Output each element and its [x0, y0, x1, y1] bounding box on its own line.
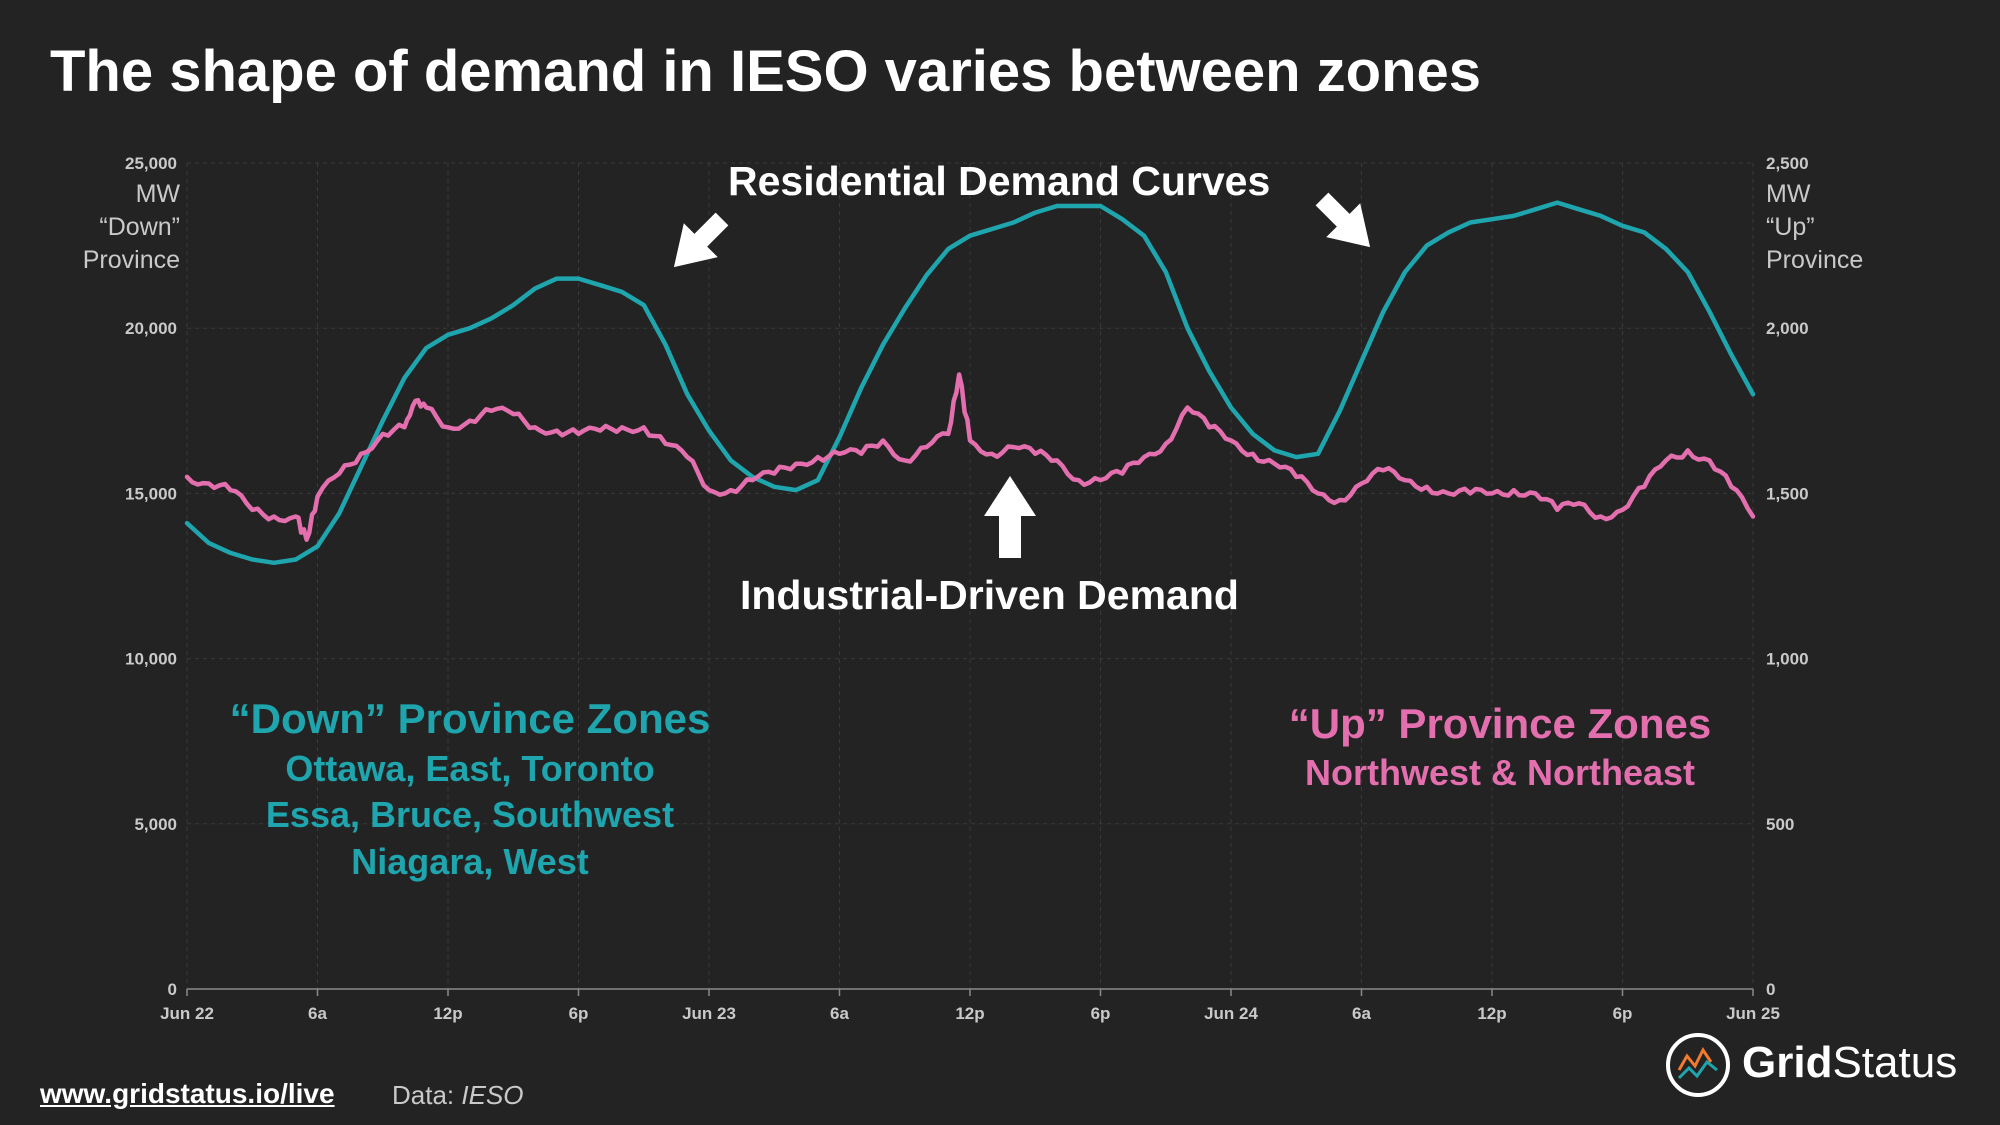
x-tick-label: 12p	[1477, 1004, 1506, 1023]
y-left-tick-label: 15,000	[125, 484, 177, 503]
y-left-tick-label: 0	[168, 980, 177, 999]
left-axis-unit-line: Province	[82, 246, 180, 274]
gridstatus-live-link[interactable]: www.gridstatus.io/live	[40, 1078, 335, 1109]
series-lines	[184, 200, 1756, 566]
page-title: The shape of demand in IESO varies betwe…	[50, 39, 1482, 104]
gridstatus-logo-icon	[1666, 1033, 1730, 1097]
y-right-tick-label: 2,500	[1766, 154, 1809, 173]
residential-annotation: Residential Demand Curves	[728, 158, 1271, 204]
y-left-tick-label: 10,000	[125, 650, 177, 669]
y-left-tick-label: 20,000	[125, 319, 177, 338]
x-tick-label: 6p	[1091, 1004, 1111, 1023]
series-line-down-province	[184, 200, 1756, 566]
down-zones-line: Essa, Bruce, Southwest	[265, 794, 675, 835]
right-axis-unit: MW “Up” Province	[1766, 178, 1863, 277]
up-zones-line: Northwest & Northeast	[1304, 752, 1696, 793]
x-tick-label: 12p	[955, 1004, 984, 1023]
y-right-tick-label: 0	[1766, 980, 1775, 999]
arrow-industrial	[984, 476, 1036, 558]
x-tick-label: 6a	[308, 1004, 327, 1023]
x-tick-label: Jun 22	[160, 1004, 214, 1023]
series-line-up-province	[184, 372, 1756, 542]
x-tick-label: 6a	[830, 1004, 849, 1023]
x-tick-label: 6p	[1613, 1004, 1633, 1023]
y-left-tick-label: 25,000	[125, 154, 177, 173]
right-axis-unit-line: Province	[1766, 246, 1864, 274]
left-axis-unit-line: MW	[135, 180, 180, 208]
y-right-tick-label: 500	[1766, 815, 1794, 834]
x-tick-label: Jun 23	[682, 1004, 736, 1023]
data-source-label: Data:	[392, 1080, 455, 1110]
x-tick-label: 6p	[569, 1004, 589, 1023]
y-right-tick-label: 2,000	[1766, 319, 1809, 338]
industrial-annotation: Industrial-Driven Demand	[740, 572, 1239, 618]
down-zones-line: Ottawa, East, Toronto	[285, 748, 655, 789]
x-tick-label: Jun 25	[1726, 1004, 1780, 1023]
right-axis-unit-line: MW	[1766, 180, 1811, 208]
arrow-residential-left	[673, 212, 729, 268]
brand-word-grid: Grid	[1742, 1038, 1833, 1087]
right-axis-unit-line: “Up”	[1766, 213, 1815, 241]
x-tick-label: 6a	[1352, 1004, 1371, 1023]
x-tick-label: 12p	[433, 1004, 462, 1023]
gridstatus-brand: GridStatus	[1742, 1038, 1957, 1088]
up-zones-title: “Up” Province Zones	[1288, 700, 1712, 747]
y-right-tick-label: 1,500	[1766, 484, 1809, 503]
axes: 0 5,000 10,000 15,000 20,000 25,000 0 500 1,000 1…	[125, 154, 1809, 1023]
brand-word-status: Status	[1832, 1038, 1958, 1087]
y-left-tick-label: 5,000	[134, 815, 177, 834]
left-axis-unit-line: “Down”	[99, 213, 180, 241]
down-zones-line: Niagara, West	[351, 841, 589, 882]
data-source: Data: IESO	[392, 1080, 524, 1111]
left-axis-unit: MW “Down” Province	[83, 178, 180, 277]
down-zones-title: “Down” Province Zones	[229, 695, 711, 742]
data-source-name: IESO	[461, 1080, 524, 1110]
y-right-tick-label: 1,000	[1766, 650, 1809, 669]
annotation-arrows	[673, 192, 1371, 558]
x-tick-label: Jun 24	[1204, 1004, 1258, 1023]
arrow-residential-right	[1315, 192, 1371, 248]
